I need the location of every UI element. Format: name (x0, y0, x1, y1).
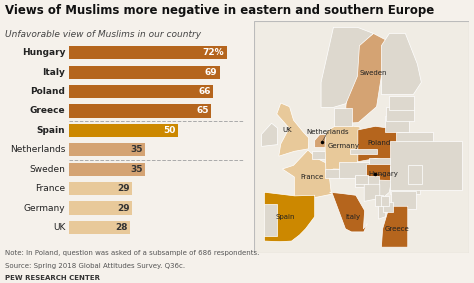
Text: Germany: Germany (24, 203, 65, 213)
Polygon shape (385, 116, 409, 132)
Text: Poland: Poland (368, 140, 391, 146)
Polygon shape (264, 204, 277, 235)
Polygon shape (396, 132, 432, 148)
Polygon shape (364, 184, 380, 201)
Polygon shape (346, 33, 398, 123)
Text: Netherlands: Netherlands (10, 145, 65, 154)
Polygon shape (375, 195, 383, 206)
Text: 35: 35 (130, 165, 143, 174)
Text: Sweden: Sweden (29, 165, 65, 174)
Polygon shape (339, 162, 370, 177)
Text: Italy: Italy (43, 68, 65, 77)
Text: Note: In Poland, question was asked of a subsample of 686 respondents.: Note: In Poland, question was asked of a… (5, 250, 259, 256)
Text: Greece: Greece (30, 106, 65, 115)
Bar (69, 182, 132, 195)
Text: 72%: 72% (202, 48, 224, 57)
Text: Views of Muslims more negative in eastern and southern Europe: Views of Muslims more negative in easter… (5, 4, 434, 17)
Polygon shape (386, 107, 414, 121)
Bar (69, 124, 178, 137)
Polygon shape (390, 141, 462, 190)
Text: PEW RESEARCH CENTER: PEW RESEARCH CENTER (5, 275, 100, 281)
Text: Netherlands: Netherlands (306, 129, 349, 135)
Polygon shape (382, 206, 408, 247)
Polygon shape (334, 108, 352, 126)
Bar (69, 85, 213, 98)
Text: Sweden: Sweden (360, 70, 387, 76)
Polygon shape (326, 169, 344, 177)
Polygon shape (325, 125, 361, 172)
Text: 35: 35 (130, 145, 143, 154)
Text: Germany: Germany (328, 143, 359, 149)
Text: Italy: Italy (346, 214, 361, 220)
Polygon shape (321, 27, 374, 107)
Text: France: France (300, 174, 323, 180)
Polygon shape (311, 151, 327, 159)
Polygon shape (264, 192, 315, 242)
Text: Spain: Spain (276, 214, 295, 220)
Polygon shape (358, 126, 398, 162)
Bar (69, 46, 227, 59)
Text: 69: 69 (205, 68, 218, 77)
Bar (69, 163, 146, 176)
Polygon shape (277, 103, 309, 156)
Text: Unfavorable view of Muslims in our country: Unfavorable view of Muslims in our count… (5, 30, 201, 39)
Text: Spain: Spain (37, 126, 65, 135)
Polygon shape (382, 196, 389, 206)
Polygon shape (283, 150, 334, 198)
Text: UK: UK (283, 127, 292, 133)
Polygon shape (369, 158, 392, 169)
Bar (69, 143, 146, 156)
Polygon shape (379, 201, 386, 219)
Text: Poland: Poland (30, 87, 65, 96)
Polygon shape (355, 175, 368, 184)
Text: Hungary: Hungary (368, 171, 398, 177)
Text: UK: UK (53, 223, 65, 232)
Polygon shape (350, 149, 377, 154)
Text: 65: 65 (196, 106, 209, 115)
Polygon shape (377, 180, 392, 203)
Text: 29: 29 (117, 184, 130, 193)
Bar (69, 201, 132, 215)
Polygon shape (366, 164, 393, 182)
Polygon shape (389, 96, 414, 110)
FancyBboxPatch shape (254, 21, 469, 253)
Text: Hungary: Hungary (22, 48, 65, 57)
Polygon shape (390, 166, 420, 194)
Text: 28: 28 (115, 223, 128, 232)
Polygon shape (382, 33, 421, 95)
Polygon shape (329, 192, 367, 232)
Bar (69, 221, 130, 234)
Text: 29: 29 (117, 203, 130, 213)
Text: France: France (36, 184, 65, 193)
Text: Greece: Greece (385, 226, 410, 232)
Polygon shape (408, 165, 422, 184)
Text: Source: Spring 2018 Global Attitudes Survey. Q36c.: Source: Spring 2018 Global Attitudes Sur… (5, 263, 185, 269)
Text: 66: 66 (198, 87, 211, 96)
Polygon shape (356, 176, 379, 187)
Polygon shape (262, 123, 278, 146)
Polygon shape (391, 191, 416, 209)
Bar (69, 65, 220, 79)
Text: 50: 50 (164, 126, 176, 135)
Bar (69, 104, 211, 117)
Polygon shape (383, 202, 393, 212)
Polygon shape (315, 134, 330, 148)
